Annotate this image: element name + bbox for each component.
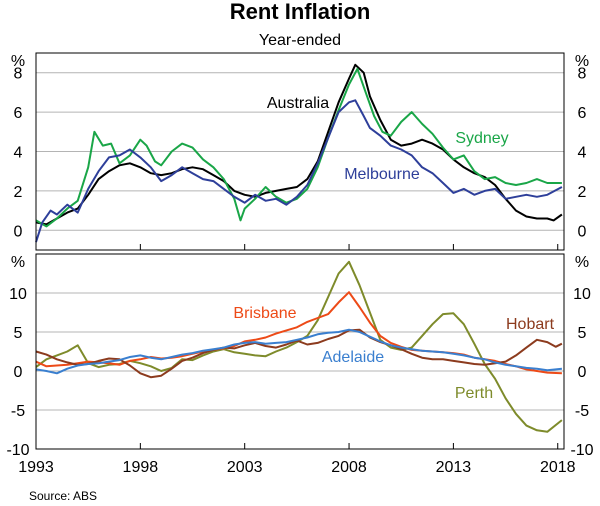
y-tick-label-right: 0: [578, 364, 587, 381]
y-tick-label-left: 2: [14, 184, 23, 201]
bottom-panel-series: [35, 260, 563, 433]
y-tick-label-left: 0: [14, 364, 23, 381]
y-tick-label-left: 5: [14, 325, 23, 342]
bottom-panel-y-ticks: 10 10 5 5 0 0 -5 -5 -10 -10: [6, 286, 593, 459]
y-tick-label-left: -5: [11, 403, 25, 420]
bottom-panel-unit-left: %: [11, 254, 25, 271]
top-panel-series: [35, 63, 563, 243]
y-tick-label-right: 4: [578, 145, 587, 162]
y-tick-label-right: 6: [578, 105, 587, 122]
x-tick-label: 2018: [540, 459, 576, 476]
top-panel-unit-left: %: [11, 53, 25, 70]
y-tick-label-right: -5: [575, 403, 589, 420]
top-panel-gridlines: [36, 72, 564, 231]
series-line-adelaide: [35, 328, 563, 375]
label-brisbane: Brisbane: [233, 305, 296, 322]
label-perth: Perth: [455, 385, 493, 402]
x-tick-label: 1993: [18, 459, 54, 476]
label-hobart: Hobart: [506, 316, 555, 333]
series-line-melbourne: [35, 99, 563, 243]
y-tick-label-right: 2: [578, 184, 587, 201]
y-tick-label-left: 6: [14, 105, 23, 122]
panel-frame: [35, 52, 565, 251]
x-tick-label: 2008: [331, 459, 367, 476]
y-tick-label-left: -10: [6, 442, 29, 459]
top-panel-unit-right: %: [575, 53, 589, 70]
y-tick-label-left: 0: [14, 223, 23, 240]
y-tick-label-right: 5: [578, 325, 587, 342]
bottom-panel: % % 10 10 5 5 0 0 -5 -5 -10 -10 Brisbane Hobart A…: [6, 253, 594, 459]
label-melbourne: Melbourne: [344, 166, 420, 183]
y-tick-label-left: 8: [14, 66, 23, 83]
chart-subtitle: Year-ended: [259, 32, 341, 49]
y-tick-label-left: 10: [9, 286, 27, 303]
x-tick-label: 1998: [123, 459, 159, 476]
x-tick-label: 2003: [227, 459, 263, 476]
label-australia: Australia: [267, 95, 329, 112]
label-sydney: Sydney: [455, 130, 508, 147]
y-tick-label-right: 0: [578, 223, 587, 240]
bottom-panel-unit-right: %: [575, 254, 589, 271]
x-axis-ticks: 1993 1998 2003 2008 2013 2018: [18, 244, 576, 476]
x-tick-label: 2013: [436, 459, 472, 476]
top-panel: % % 8 8 6 6 4 4 2 2 0 0 Australia Sydney Melbourn…: [11, 52, 589, 251]
source-note: Source: ABS: [29, 489, 97, 503]
y-tick-label-right: 8: [578, 66, 587, 83]
label-adelaide: Adelaide: [322, 349, 384, 366]
y-tick-label-right: 10: [573, 286, 591, 303]
y-tick-label-left: 4: [14, 145, 23, 162]
y-tick-label-right: -10: [570, 442, 593, 459]
series-line-hobart: [35, 328, 563, 379]
bottom-panel-gridlines: [36, 292, 564, 450]
series-line-perth: [35, 260, 563, 433]
panel-frame: [35, 253, 565, 450]
top-panel-y-ticks: 8 8 6 6 4 4 2 2 0 0: [14, 66, 587, 241]
chart-title: Rent Inflation: [230, 0, 371, 24]
series-line-sydney: [35, 67, 562, 228]
